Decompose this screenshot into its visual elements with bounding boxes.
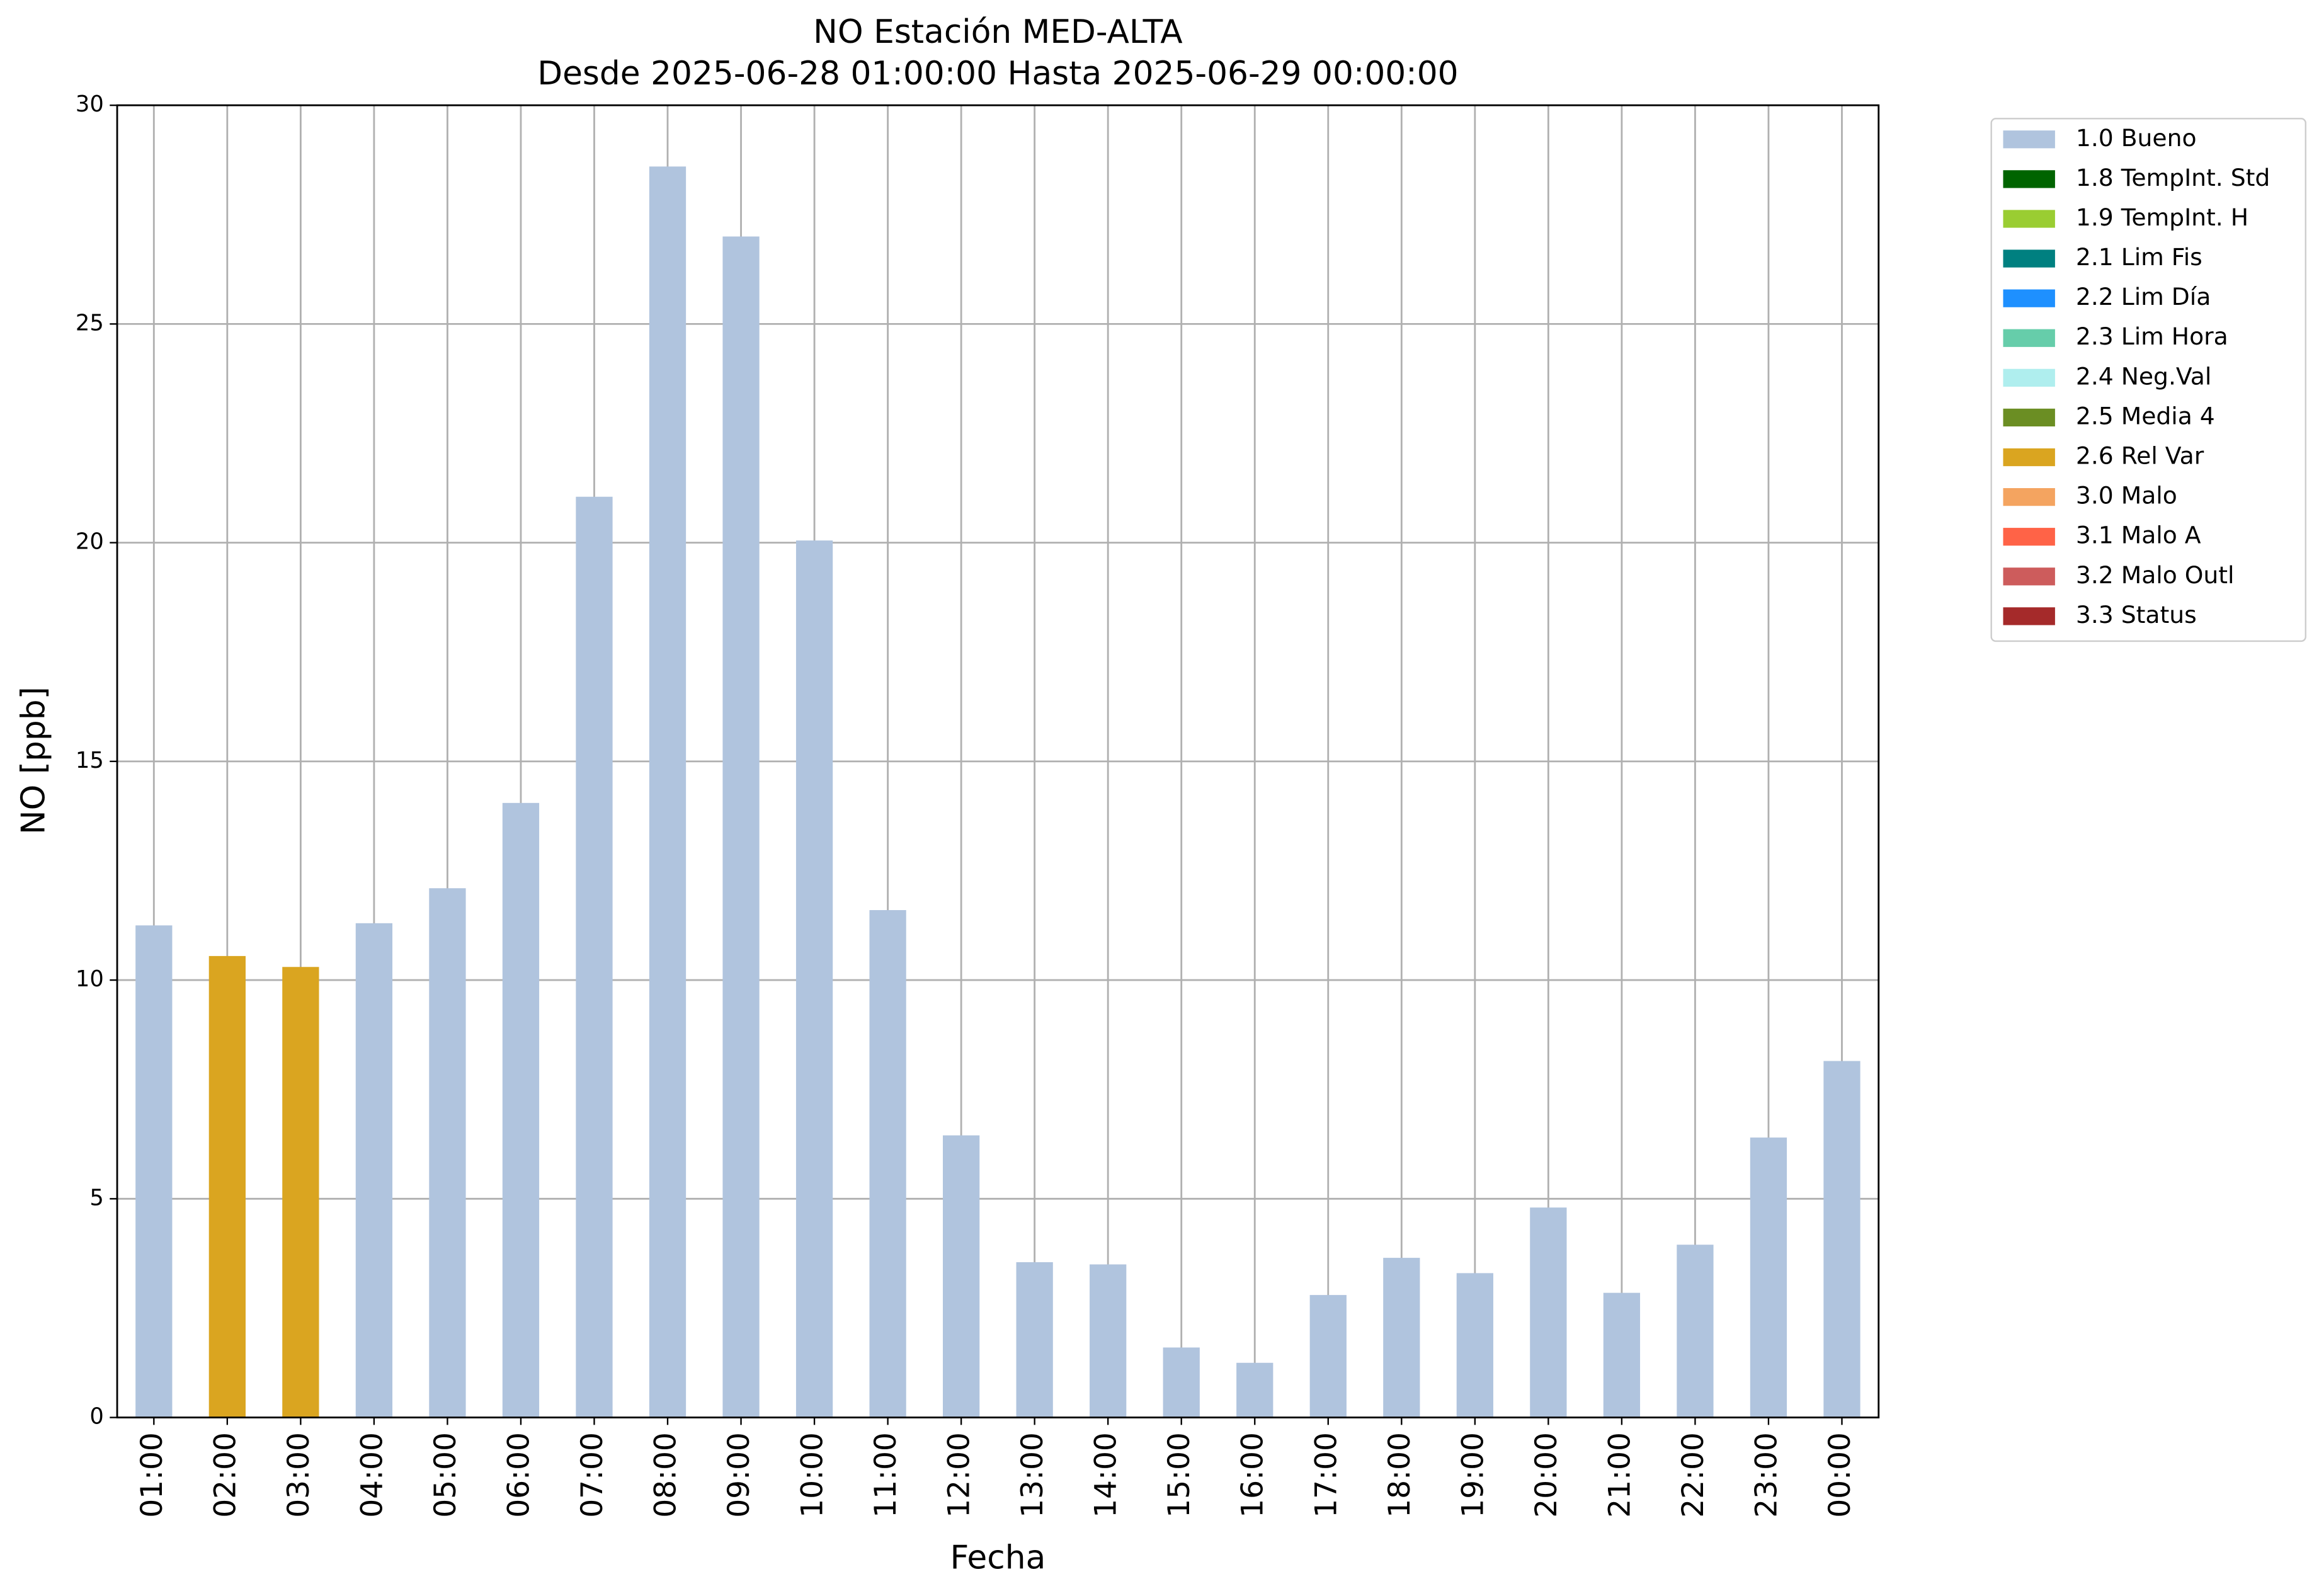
x-tick-label: 21:00 [1602,1432,1637,1518]
x-tick-label: 10:00 [795,1432,830,1518]
y-tick-label: 10 [76,966,104,992]
chart-subtitle: Desde 2025-06-28 01:00:00 Hasta 2025-06-… [537,55,1458,93]
bar [1603,1292,1641,1418]
legend-swatch [2003,130,2055,149]
x-tick-label: 19:00 [1456,1432,1490,1518]
legend-swatch [2003,289,2055,307]
x-tick-label: 06:00 [501,1432,536,1518]
bar [282,967,319,1418]
bar [1530,1207,1567,1418]
x-tick-label: 11:00 [869,1432,903,1518]
bar [1456,1273,1493,1418]
x-tick-label: 17:00 [1309,1432,1343,1518]
legend-label: 2.6 Rel Var [2076,442,2204,470]
bar [1823,1061,1860,1418]
legend-swatch [2003,567,2055,586]
bar [1090,1264,1127,1418]
legend-swatch [2003,210,2055,228]
legend-swatch [2003,408,2055,427]
y-tick-label: 20 [76,529,104,555]
legend-box [1990,118,2306,642]
x-tick-label: 14:00 [1089,1432,1124,1518]
legend-swatch [2003,329,2055,347]
x-tick-label: 01:00 [135,1432,169,1518]
y-tick-label: 5 [89,1185,103,1211]
legend-label: 1.0 Bueno [2076,124,2197,152]
legend-swatch [2003,368,2055,387]
legend-label: 2.3 Lim Hora [2076,322,2228,350]
legend-label: 2.5 Media 4 [2076,402,2215,430]
x-tick-label: 04:00 [355,1432,389,1518]
bar [795,540,833,1418]
y-tick-label: 30 [76,91,104,117]
bar [943,1135,980,1418]
legend-swatch [2003,249,2055,268]
bar [869,909,906,1418]
x-tick-label: 23:00 [1749,1432,1784,1518]
x-tick-label: 18:00 [1382,1432,1417,1518]
bar [1383,1258,1420,1418]
bar [576,496,613,1418]
legend-label: 2.1 Lim Fis [2076,243,2202,271]
legend-swatch [2003,170,2055,188]
y-tick-label: 0 [89,1404,103,1430]
x-axis-label: Fecha [950,1539,1046,1577]
x-tick-label: 03:00 [282,1432,316,1518]
x-tick-label: 13:00 [1015,1432,1050,1518]
y-tick-label: 25 [76,310,104,336]
legend-label: 2.4 Neg.Val [2076,362,2211,390]
bar [722,236,760,1418]
plot-frame [116,104,1880,1418]
y-axis-label: NO [ppb] [15,687,53,835]
legend-swatch [2003,607,2055,625]
legend-label: 3.0 Malo [2076,482,2177,510]
bar [1309,1295,1347,1418]
y-tick-label: 15 [76,748,104,773]
legend-label: 1.8 TempInt. Std [2076,164,2270,191]
legend-swatch [2003,528,2055,546]
x-tick-label: 08:00 [649,1432,683,1518]
bar [1750,1137,1787,1418]
bar [135,925,173,1418]
x-tick-label: 16:00 [1236,1432,1270,1518]
bar [1163,1347,1200,1418]
x-tick-label: 05:00 [428,1432,463,1518]
legend-swatch [2003,448,2055,467]
bar [1677,1245,1714,1418]
bar [502,802,540,1418]
legend-label: 1.9 TempInt. H [2076,203,2248,231]
legend-label: 3.2 Malo Outl [2076,561,2235,589]
legend-label: 3.3 Status [2076,601,2197,629]
x-tick-label: 00:00 [1823,1432,1857,1518]
x-tick-label: 22:00 [1676,1432,1711,1518]
bar [649,166,687,1418]
x-tick-label: 02:00 [208,1432,242,1518]
bar [1236,1362,1273,1418]
chart-title: NO Estación MED-ALTA [813,13,1182,51]
bar [1016,1262,1053,1418]
legend-label: 3.1 Malo A [2076,522,2201,549]
x-tick-label: 09:00 [722,1432,756,1518]
bar [355,923,393,1418]
bar [208,955,246,1418]
x-tick-label: 15:00 [1162,1432,1197,1518]
legend-swatch [2003,487,2055,506]
legend-label: 2.2 Lim Día [2076,283,2211,311]
x-tick-label: 12:00 [942,1432,977,1518]
x-tick-label: 20:00 [1529,1432,1564,1518]
x-tick-label: 07:00 [575,1432,610,1518]
bar [429,888,466,1418]
